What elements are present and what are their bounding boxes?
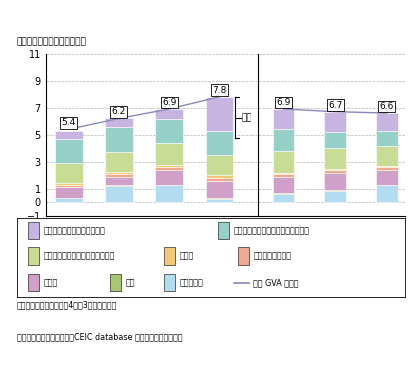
Bar <box>105 186 133 202</box>
Text: （年度）: （年度） <box>137 235 160 245</box>
Bar <box>155 170 183 185</box>
Bar <box>55 198 83 202</box>
Text: 鉱業: 鉱業 <box>125 278 135 287</box>
Bar <box>205 175 233 178</box>
Text: 6.6: 6.6 <box>380 102 394 111</box>
Text: サービス業: サービス業 <box>242 113 269 122</box>
Bar <box>155 109 183 119</box>
Bar <box>325 132 346 148</box>
Bar <box>205 178 233 181</box>
Bar <box>105 127 133 152</box>
Bar <box>55 185 83 187</box>
FancyBboxPatch shape <box>110 274 121 292</box>
Bar <box>273 173 294 174</box>
Text: 6.9: 6.9 <box>162 98 176 107</box>
Bar <box>105 177 133 186</box>
Bar <box>273 193 294 202</box>
Bar <box>55 163 83 183</box>
FancyBboxPatch shape <box>164 247 175 265</box>
Bar <box>325 170 346 173</box>
Bar <box>376 145 398 166</box>
Bar <box>55 187 83 198</box>
Bar <box>376 131 398 145</box>
Text: 電力・ガス・水道: 電力・ガス・水道 <box>253 251 291 260</box>
Text: 農林水産業: 農林水産業 <box>180 278 203 287</box>
Bar <box>273 129 294 151</box>
Bar <box>273 174 294 177</box>
Bar <box>55 183 83 185</box>
Text: 実質 GVA 成長率: 実質 GVA 成長率 <box>253 278 299 287</box>
Bar <box>105 152 133 172</box>
Text: 金融・保険・不動産・専門サービス: 金融・保険・不動産・専門サービス <box>234 226 310 235</box>
Bar <box>273 109 294 129</box>
Bar <box>155 144 183 165</box>
Bar <box>155 167 183 170</box>
Bar <box>205 131 233 155</box>
Bar <box>325 169 346 170</box>
Text: 7.8: 7.8 <box>212 86 227 95</box>
FancyBboxPatch shape <box>28 274 39 292</box>
Text: 製造業: 製造業 <box>44 278 58 287</box>
Bar <box>205 198 233 199</box>
Text: （年度、期）: （年度、期） <box>310 245 345 255</box>
Bar <box>155 186 183 202</box>
Bar <box>205 199 233 202</box>
Bar <box>105 172 133 174</box>
FancyBboxPatch shape <box>218 222 229 239</box>
Text: 6.7: 6.7 <box>328 101 342 110</box>
Bar <box>155 165 183 167</box>
Text: 行政・防衛・その他サービス: 行政・防衛・その他サービス <box>44 226 105 235</box>
FancyBboxPatch shape <box>164 274 175 292</box>
Bar <box>325 148 346 169</box>
Bar <box>105 118 133 127</box>
FancyBboxPatch shape <box>238 247 249 265</box>
Bar <box>376 113 398 131</box>
Bar <box>273 177 294 193</box>
FancyBboxPatch shape <box>28 222 39 239</box>
Bar <box>325 190 346 191</box>
Bar <box>376 186 398 202</box>
Bar <box>55 131 83 139</box>
Bar <box>205 97 233 131</box>
Text: 6.9: 6.9 <box>276 98 291 107</box>
Bar <box>105 174 133 177</box>
Text: 2016: 2016 <box>315 231 340 241</box>
Bar <box>205 181 233 198</box>
Bar <box>55 139 83 163</box>
Bar <box>205 155 233 175</box>
Bar <box>325 173 346 190</box>
Bar <box>273 151 294 173</box>
Text: 建設業: 建設業 <box>180 251 194 260</box>
Text: 6.2: 6.2 <box>112 107 126 117</box>
Bar <box>325 191 346 202</box>
Text: 備考：年度は財政年度（4月～3月）による。: 備考：年度は財政年度（4月～3月）による。 <box>17 301 117 310</box>
Bar <box>376 166 398 167</box>
Bar <box>376 170 398 185</box>
Bar <box>376 185 398 186</box>
Bar <box>325 112 346 132</box>
Bar <box>155 185 183 186</box>
Text: 5.4: 5.4 <box>62 118 76 127</box>
Text: （前年比、前年同期比、％）: （前年比、前年同期比、％） <box>17 37 86 46</box>
Bar <box>155 119 183 144</box>
Text: 資料：インド中央統計局、CEIC database から経済産業省作成。: 資料：インド中央統計局、CEIC database から経済産業省作成。 <box>17 332 182 341</box>
FancyBboxPatch shape <box>28 247 39 265</box>
Bar <box>376 167 398 170</box>
Text: 商業・ホテル・輸送・通信・放送: 商業・ホテル・輸送・通信・放送 <box>44 251 115 260</box>
